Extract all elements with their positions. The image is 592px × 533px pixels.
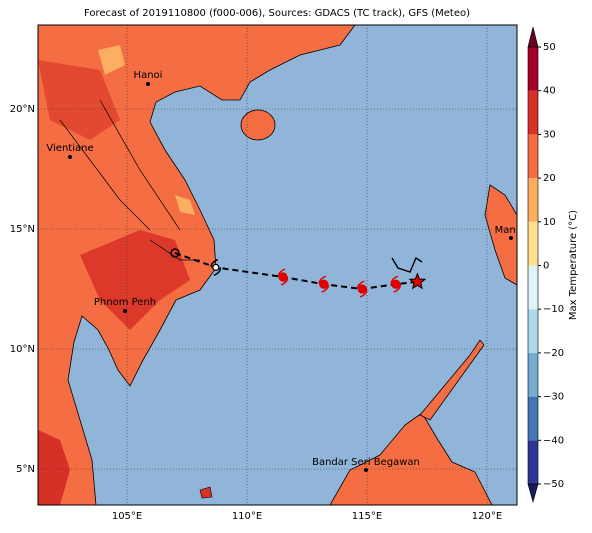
cyclone-symbol — [277, 268, 289, 286]
city-label: Phnom Penh — [94, 297, 156, 308]
colorbar-extend — [527, 483, 539, 504]
x-tick-label: 105°E — [112, 511, 142, 522]
y-tick-label: 20°N — [10, 104, 35, 115]
colorbar-swatch — [528, 221, 538, 266]
x-tick-label: 115°E — [352, 511, 382, 522]
city-dot — [364, 468, 368, 472]
colorbar-swatch — [528, 309, 538, 353]
grid — [38, 25, 517, 505]
cyclone-symbol — [318, 275, 329, 293]
y-tick-label: 10°N — [10, 344, 35, 355]
track — [170, 248, 427, 298]
colorbar-tick-label: −40 — [543, 435, 564, 446]
colorbar-tick-label: 0 — [543, 261, 549, 272]
borneo — [329, 412, 493, 505]
city-dot — [146, 82, 150, 86]
map-title: Forecast of 2019110800 (f000-006), Sourc… — [84, 8, 470, 19]
track-point — [391, 279, 401, 289]
city-dot — [509, 236, 513, 240]
cyclone-symbol — [210, 258, 221, 277]
x-tick-label: 120°E — [472, 511, 502, 522]
warm-patch — [175, 195, 195, 215]
colorbar-tick-label: −30 — [543, 392, 564, 403]
colorbar-swatch — [528, 265, 538, 310]
colorbar-tick-label: −20 — [543, 348, 564, 359]
map-area: Hanoi Vientiane Phnom Penh Manila Bandar Ser… — [38, 25, 528, 505]
track-point — [408, 272, 427, 290]
colorbar-swatch — [528, 134, 538, 179]
y-tick-label: 15°N — [10, 224, 35, 235]
city-label: Vientiane — [46, 143, 93, 154]
palawan — [419, 339, 485, 421]
colorbar-tick-label: 30 — [543, 129, 556, 140]
warm-patch — [98, 45, 125, 75]
city-label: Hanoi — [134, 70, 163, 81]
colorbar-tick-label: 20 — [543, 173, 556, 184]
colorbar-swatch — [528, 352, 538, 397]
track-point — [357, 284, 367, 294]
city-label: Bandar Seri Begawan — [312, 457, 420, 468]
colorbar-swatch — [528, 396, 538, 441]
city-dot — [123, 309, 127, 313]
colorbar: −50 −40 −30 −20 −10 0 10 20 30 40 50 — [527, 26, 564, 504]
track-point — [212, 263, 220, 271]
colorbar-swatch — [528, 178, 538, 222]
y-tick-label: 5°N — [16, 464, 35, 475]
cities: Hanoi Vientiane Phnom Penh Manila Bandar Ser… — [46, 70, 528, 472]
island — [199, 486, 213, 499]
track-point — [278, 272, 288, 282]
luzon — [484, 184, 517, 286]
observed-track — [391, 256, 423, 273]
track-point — [319, 279, 329, 289]
colorbar-label: Max Temperature (°C) — [568, 210, 579, 320]
cyclone-symbol — [390, 275, 401, 293]
colorbar-tick-label: 40 — [543, 86, 556, 97]
cyclone-symbol — [357, 280, 368, 298]
hainan — [240, 109, 276, 141]
colorbar-swatch — [528, 440, 538, 484]
city-dot — [68, 155, 72, 159]
colorbar-extend — [527, 26, 539, 48]
hot-patch — [38, 60, 120, 140]
colorbar-tick-label: −10 — [543, 304, 564, 315]
hot-patch — [80, 230, 190, 330]
colorbar-tick-label: −50 — [543, 479, 564, 490]
x-tick-label: 110°E — [232, 511, 262, 522]
city-label: Manila — [495, 225, 528, 236]
axes: 105°E 110°E 115°E 120°E 5°N 10°N 15°N 20°N — [10, 104, 502, 522]
track-point — [170, 248, 180, 258]
hot-patch — [38, 430, 70, 505]
map-frame — [37, 24, 518, 506]
colorbar-swatch — [528, 47, 538, 91]
country-border — [59, 99, 200, 261]
colorbar-swatch — [528, 90, 538, 135]
colorbar-tick-label: 10 — [543, 217, 556, 228]
colorbar-tick-label: 50 — [543, 42, 556, 53]
